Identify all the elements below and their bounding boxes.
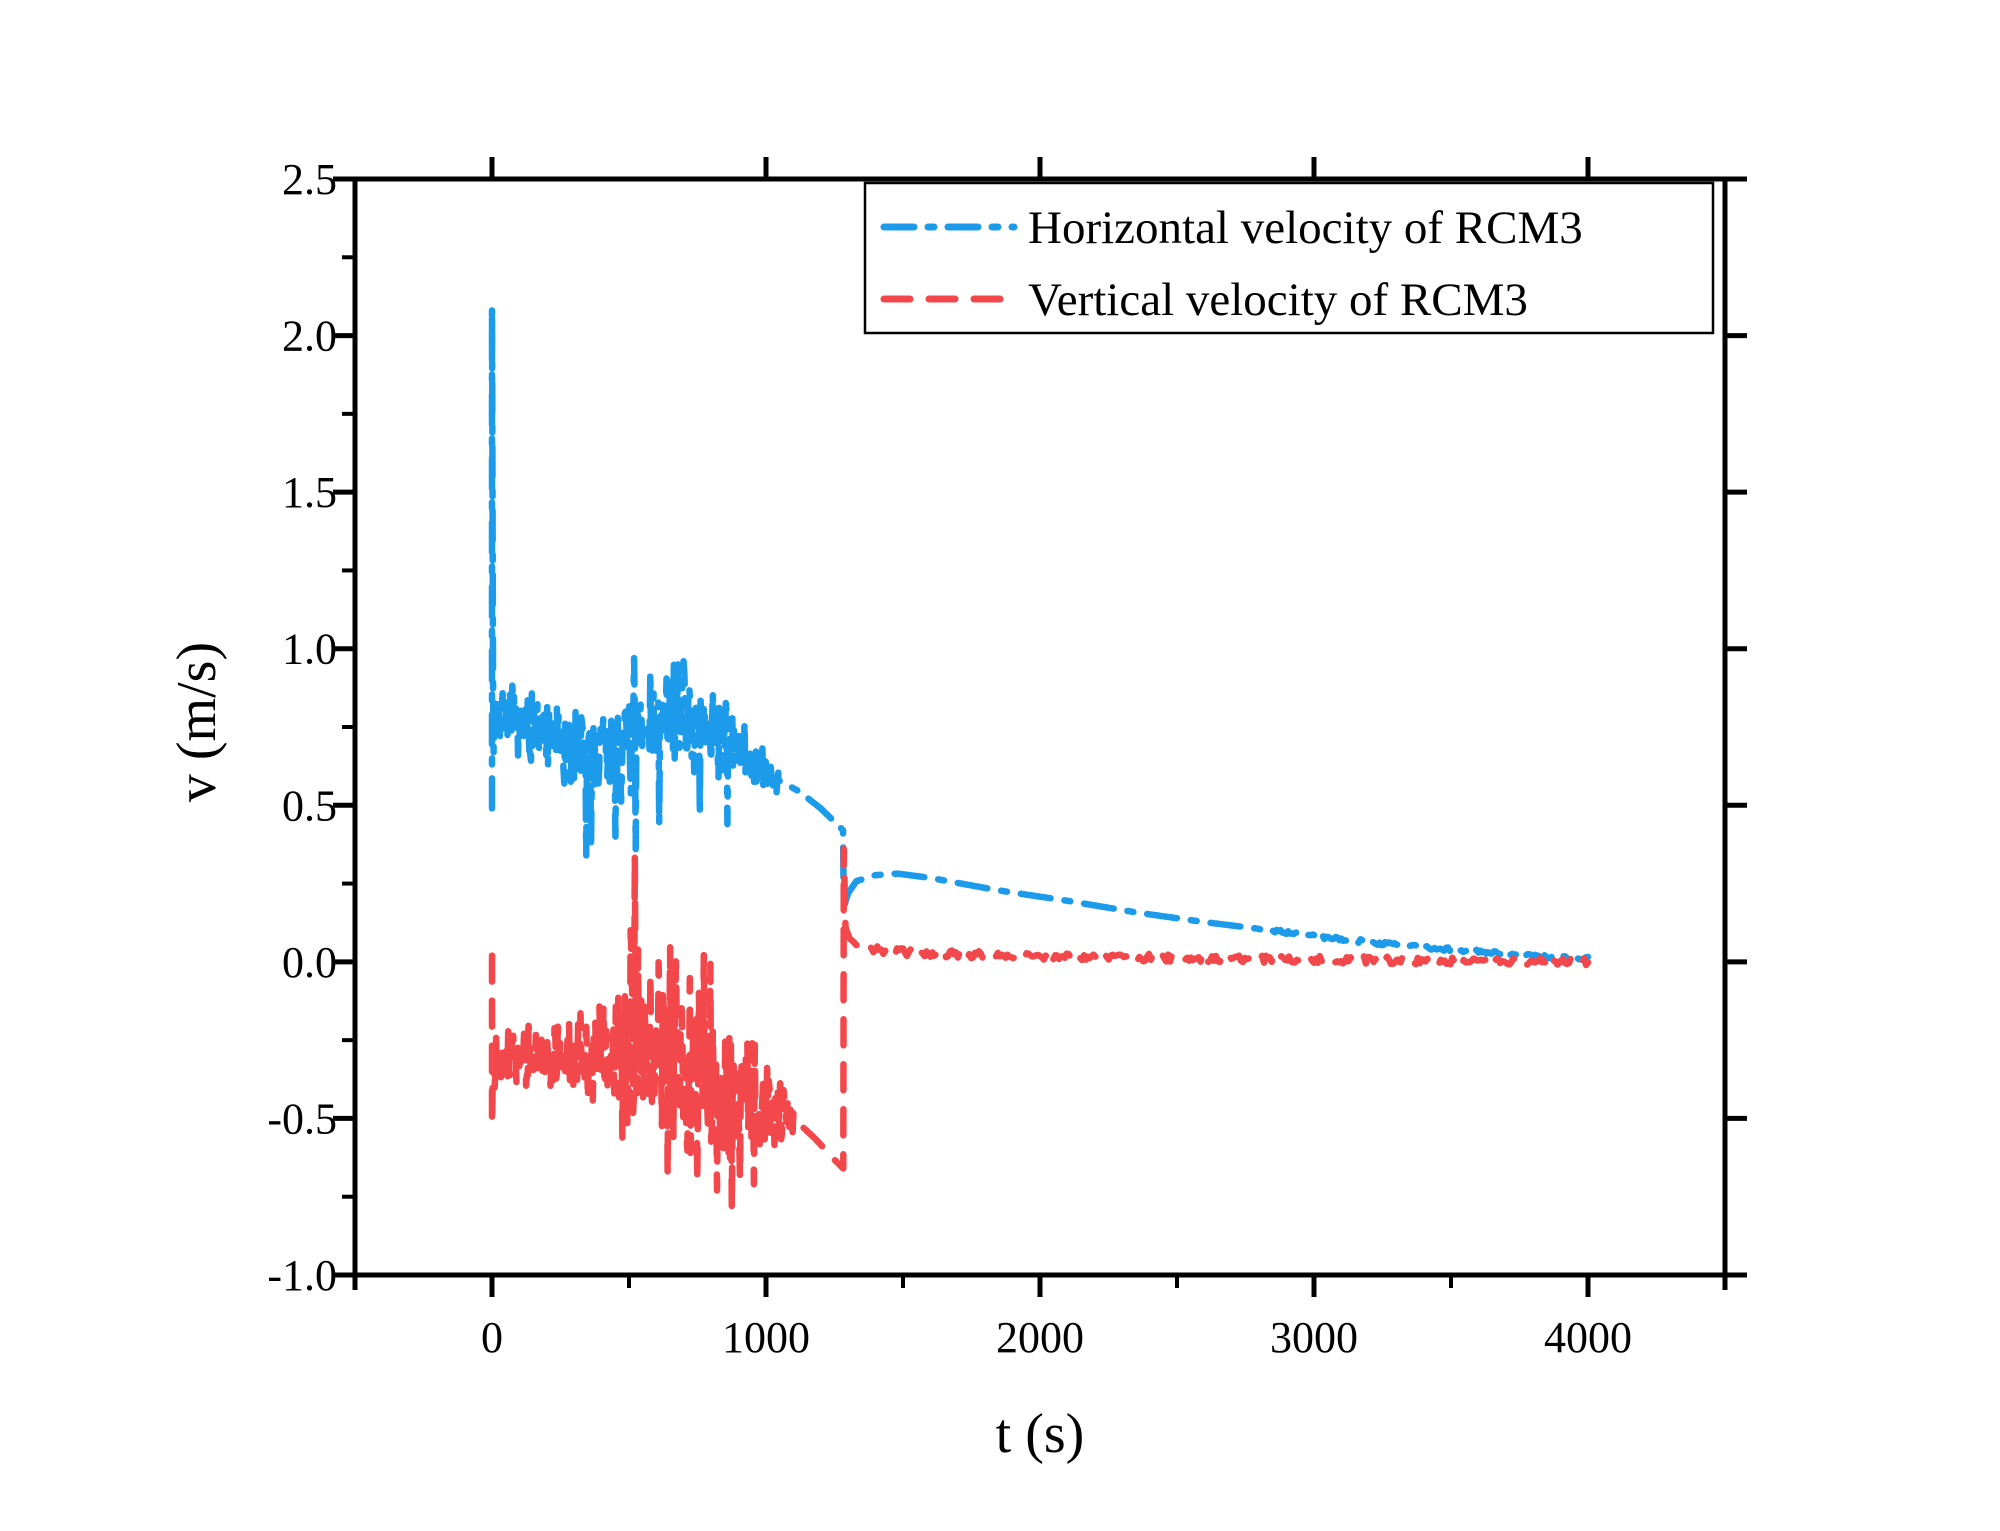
y-tick-label: 0.5 [282,781,337,830]
x-tick-label: 3000 [1270,1313,1358,1362]
y-tick-label: -0.5 [267,1094,337,1143]
axis-tick-labels: 0 1000 2000 3000 4000 2.5 2.0 1.5 1.0 0.5 0.0 -0.5 -… [267,155,1632,1362]
vertical-velocity-line [488,845,1592,1213]
x-tick-label: 2000 [996,1313,1084,1362]
legend-label-horizontal-velocity: Horizontal velocity of RCM3 [1028,202,1583,254]
y-tick-label: 1.5 [282,468,337,517]
x-tick-label: 0 [481,1313,503,1362]
y-tick-label: 0.0 [282,938,337,987]
y-tick-label: -1.0 [267,1251,337,1300]
axis-ticks [333,157,1747,1297]
y-tick-label: 1.0 [282,625,337,674]
x-tick-label: 4000 [1544,1313,1632,1362]
y-axis-label: v (m/s) [166,642,228,802]
legend-box [863,181,1715,335]
x-tick-label: 1000 [722,1313,810,1362]
legend: Horizontal velocity of RCM3 Vertical vel… [863,181,1715,335]
y-tick-label: 2.0 [282,312,337,361]
x-axis-label: t (s) [996,1403,1085,1465]
y-tick-label: 2.5 [282,155,337,204]
legend-label-vertical-velocity: Vertical velocity of RCM3 [1028,274,1528,326]
horizontal-velocity-line [488,304,1592,963]
